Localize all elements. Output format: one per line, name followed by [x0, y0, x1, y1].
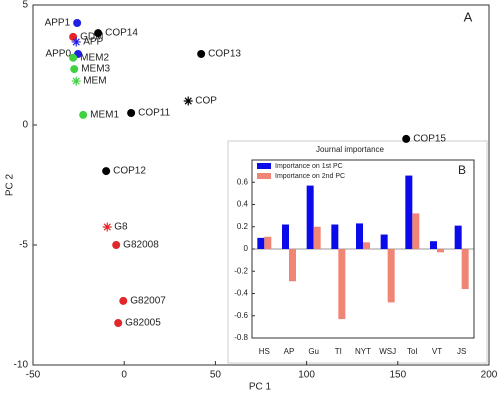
- bar: [412, 213, 420, 249]
- point: [197, 49, 206, 58]
- bar: [331, 224, 339, 249]
- bar: [289, 249, 296, 282]
- x-tick-label: 100: [298, 370, 315, 381]
- point-label: G82005: [125, 318, 161, 329]
- x-tick-label: ToI: [407, 347, 418, 356]
- point-label: APP0: [45, 49, 71, 60]
- y-tick-label: -0.8: [234, 333, 248, 342]
- point: [102, 167, 111, 176]
- point: [94, 29, 103, 38]
- bar: [338, 249, 346, 320]
- legend-label: Importance on 1st PC: [275, 163, 343, 170]
- point-label: MEM2: [80, 52, 109, 63]
- y-tick-label: 0.2: [237, 222, 249, 231]
- y-tick-label: -5: [19, 240, 28, 251]
- point: [102, 222, 112, 232]
- point: [119, 296, 128, 305]
- point-label: COP: [195, 96, 217, 107]
- bar: [313, 226, 321, 249]
- y-axis-label: PC 2: [5, 173, 16, 196]
- point: [79, 110, 88, 119]
- panel-label: B: [458, 163, 466, 177]
- x-tick-label: 50: [210, 370, 222, 381]
- point-label: COP12: [113, 166, 146, 177]
- point: [112, 241, 121, 249]
- panel-label: A: [464, 9, 473, 24]
- point-label: G82007: [130, 296, 166, 307]
- bar: [257, 237, 265, 249]
- x-tick-label: TI: [335, 347, 342, 356]
- point-label: MEM3: [81, 64, 110, 75]
- y-tick-label: -0.6: [234, 311, 248, 320]
- x-tick-label: Gu: [308, 347, 319, 356]
- point-label: G8: [114, 222, 128, 233]
- bar: [454, 225, 462, 249]
- x-tick-label: 0: [121, 370, 127, 381]
- x-tick-label: 200: [481, 370, 498, 381]
- x-tick-label: NYT: [355, 347, 371, 356]
- x-tick-label: WSJ: [379, 347, 396, 356]
- bar: [306, 185, 314, 249]
- y-tick-label: -10: [14, 360, 29, 371]
- point: [69, 32, 78, 41]
- point: [402, 134, 411, 143]
- point-label: MEM: [83, 76, 106, 87]
- point-label: COP11: [138, 108, 170, 119]
- y-tick-label: 0.6: [237, 177, 249, 186]
- bar: [461, 249, 469, 290]
- x-tick-label: -50: [26, 370, 41, 381]
- y-tick-label: 0: [244, 244, 249, 253]
- bar: [380, 234, 388, 249]
- point-label: COP13: [208, 49, 241, 60]
- point: [73, 19, 82, 27]
- x-axis-label: PC 1: [249, 382, 272, 393]
- point-label: APP: [83, 37, 103, 48]
- bar: [387, 249, 395, 303]
- y-tick-label: 0: [22, 120, 28, 131]
- point-label: G82008: [123, 240, 159, 251]
- bar: [356, 223, 363, 249]
- x-tick-label: AP: [284, 347, 295, 356]
- y-tick-label: 5: [22, 0, 28, 11]
- point-label: GDM: [80, 32, 103, 43]
- inset-title: Journal importance: [316, 145, 385, 154]
- point: [70, 65, 79, 74]
- y-tick-label: 0.4: [237, 200, 249, 209]
- x-tick-label: 150: [389, 370, 406, 381]
- y-tick-label: -0.2: [234, 266, 248, 275]
- x-tick-label: HS: [259, 347, 270, 356]
- main-frame: [32, 4, 490, 366]
- bar: [264, 236, 272, 249]
- legend-swatch: [257, 163, 271, 169]
- point: [114, 319, 123, 327]
- x-tick-label: JS: [457, 347, 466, 356]
- point-label: COP14: [105, 28, 138, 39]
- point: [71, 76, 81, 86]
- bar: [405, 175, 413, 249]
- point: [69, 53, 78, 62]
- bar: [437, 249, 444, 253]
- point-label: MEM1: [90, 110, 119, 121]
- y-tick-label: -0.4: [234, 289, 248, 298]
- x-tick-label: VT: [432, 347, 442, 356]
- point-label: COP15: [413, 134, 446, 145]
- legend-swatch: [257, 173, 271, 179]
- point: [183, 96, 193, 106]
- point: [71, 37, 81, 47]
- point-label: APP1: [45, 18, 71, 29]
- bar: [282, 224, 289, 249]
- bar: [430, 241, 437, 249]
- point: [127, 109, 136, 117]
- bar: [363, 242, 370, 249]
- legend-label: Importance on 2nd PC: [275, 173, 345, 180]
